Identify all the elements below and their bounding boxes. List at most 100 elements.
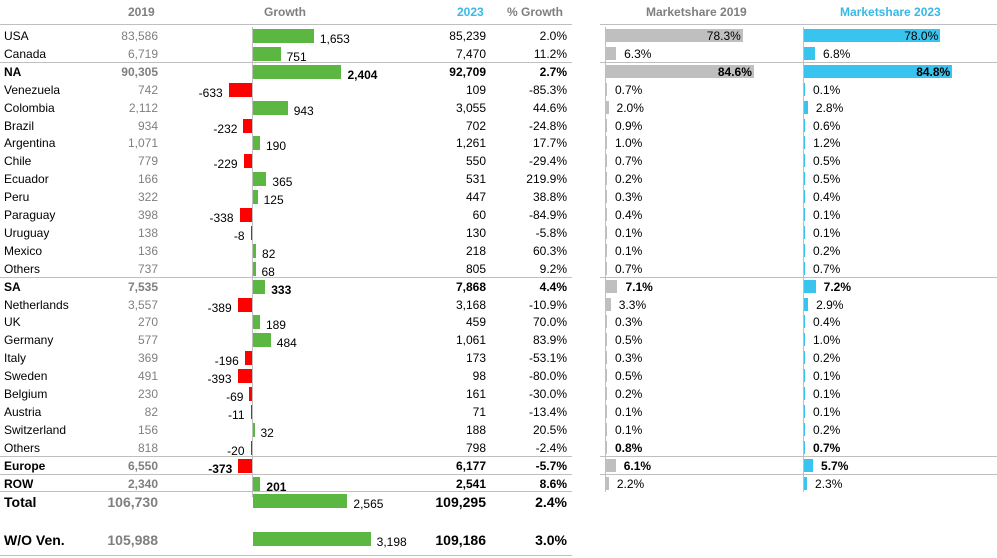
value-2023: 161 xyxy=(465,387,486,401)
growth-label: -69 xyxy=(226,390,244,404)
growth-bar xyxy=(250,225,252,240)
marketshare-2019-bar xyxy=(605,261,607,275)
value-2023: 459 xyxy=(465,315,486,330)
marketshare-2019-bar xyxy=(605,46,617,60)
pct-growth: -2.4% xyxy=(535,440,567,455)
growth-label: -232 xyxy=(213,121,238,136)
marketshare-2019-label: 0.4% xyxy=(615,208,643,222)
marketshare-separator xyxy=(600,473,997,475)
marketshare-2019-label: 84.6% xyxy=(717,64,752,79)
growth-bar xyxy=(253,532,371,547)
marketshare-2019-bar xyxy=(605,225,607,239)
marketshare-2023-label: 0.1% xyxy=(813,82,841,97)
marketshare-2023-bar xyxy=(803,29,941,42)
pct-growth: 2.0% xyxy=(539,29,567,43)
marketshare-2023-label: 2.8% xyxy=(815,100,844,115)
growth-bar xyxy=(253,64,342,79)
growth-bar xyxy=(244,351,252,366)
value-2023: 60 xyxy=(472,208,486,222)
marketshare-2023-bar xyxy=(803,476,808,490)
growth-bar xyxy=(253,333,271,348)
marketshare-2023-label: 0.1% xyxy=(813,404,841,419)
value-2019: 166 xyxy=(137,172,158,187)
value-2023: 550 xyxy=(465,154,486,169)
marketshare-2023-bar xyxy=(803,243,805,257)
row-label: Uruguay xyxy=(4,225,50,240)
marketshare-2019-bar xyxy=(605,351,607,365)
header-2023: 2023 xyxy=(457,5,484,19)
pct-growth: 70.0% xyxy=(532,315,567,330)
growth-label: 751 xyxy=(286,49,307,64)
marketshare-2019-label: 0.7% xyxy=(615,261,643,276)
growth-bar xyxy=(237,297,252,312)
pct-growth: 20.5% xyxy=(532,422,567,437)
value-2019: 136 xyxy=(137,243,158,258)
value-2023: 188 xyxy=(465,422,486,437)
value-2023: 98 xyxy=(472,369,486,384)
marketshare-2023-bar xyxy=(803,369,805,383)
value-2019: 398 xyxy=(137,208,158,222)
value-2019: 7,535 xyxy=(127,279,158,294)
pct-growth: -5.7% xyxy=(535,458,567,473)
growth-label: -338 xyxy=(209,211,234,225)
marketshare-2023-label: 5.7% xyxy=(821,458,849,473)
marketshare-2019-label: 0.8% xyxy=(615,440,643,455)
value-2023: 7,868 xyxy=(455,279,486,294)
growth-label: 333 xyxy=(271,282,292,297)
header-divider xyxy=(0,24,572,25)
marketshare-2019-label: 7.1% xyxy=(625,279,653,294)
value-2019: 82 xyxy=(144,404,158,419)
row-label: Belgium xyxy=(4,387,48,401)
marketshare-2023-bar xyxy=(803,315,805,329)
marketshare-2019-bar xyxy=(605,440,607,454)
marketshare-2019-bar xyxy=(605,172,607,186)
growth-label: -373 xyxy=(208,461,233,476)
growth-label: 484 xyxy=(276,336,297,351)
row-label: Venezuela xyxy=(4,82,61,97)
growth-bar xyxy=(253,100,288,115)
value-2023: 702 xyxy=(465,118,486,133)
value-2019: 369 xyxy=(137,351,158,366)
marketshare-2019-bar xyxy=(605,118,607,132)
marketshare-2019-bar xyxy=(605,29,743,42)
marketshare-2019-bar xyxy=(605,208,607,221)
growth-bar xyxy=(238,458,252,473)
pct-growth: 60.3% xyxy=(532,243,567,258)
value-2019: 230 xyxy=(137,387,158,401)
row-separator xyxy=(0,491,572,493)
growth-bar xyxy=(253,315,260,330)
growth-label: -389 xyxy=(207,300,232,315)
marketshare-2019-label: 0.1% xyxy=(615,404,643,419)
marketshare-2023-bar xyxy=(803,333,805,347)
value-2019: 737 xyxy=(137,261,158,276)
row-label: Europe xyxy=(4,458,46,473)
growth-bar xyxy=(253,46,281,61)
marketshare-2019-label: 0.1% xyxy=(615,225,643,240)
growth-bar xyxy=(253,422,255,437)
row-separator xyxy=(0,61,572,63)
value-2019: 577 xyxy=(137,333,158,348)
header-marketshare-2023: Marketshare 2023 xyxy=(840,5,941,19)
marketshare-2019-bar xyxy=(605,404,607,418)
header-marketshare-2019: Marketshare 2019 xyxy=(646,5,747,19)
marketshare-2023-bar xyxy=(803,154,805,168)
marketshare-2023-bar xyxy=(803,225,805,239)
growth-bar xyxy=(253,279,266,294)
growth-bar xyxy=(253,136,260,151)
row-label: W/O Ven. xyxy=(4,532,65,549)
value-2023: 92,709 xyxy=(449,64,486,79)
value-2023: 798 xyxy=(465,440,486,455)
row-label: Italy xyxy=(4,351,27,366)
marketshare-2019-bar xyxy=(605,64,754,78)
value-2023: 1,061 xyxy=(455,333,486,348)
marketshare-2019-label: 3.3% xyxy=(618,297,647,312)
marketshare-2019-label: 0.5% xyxy=(615,369,643,384)
growth-label: 125 xyxy=(263,193,284,208)
marketshare-2023-bar xyxy=(803,351,805,365)
marketshare-2023-label: 78.0% xyxy=(904,29,939,43)
marketshare-2019-label: 0.5% xyxy=(615,333,643,348)
header-divider-marketshare xyxy=(600,24,997,25)
growth-label: 189 xyxy=(265,318,286,333)
growth-label: 201 xyxy=(266,479,287,494)
marketshare-2019-label: 0.2% xyxy=(615,387,643,401)
